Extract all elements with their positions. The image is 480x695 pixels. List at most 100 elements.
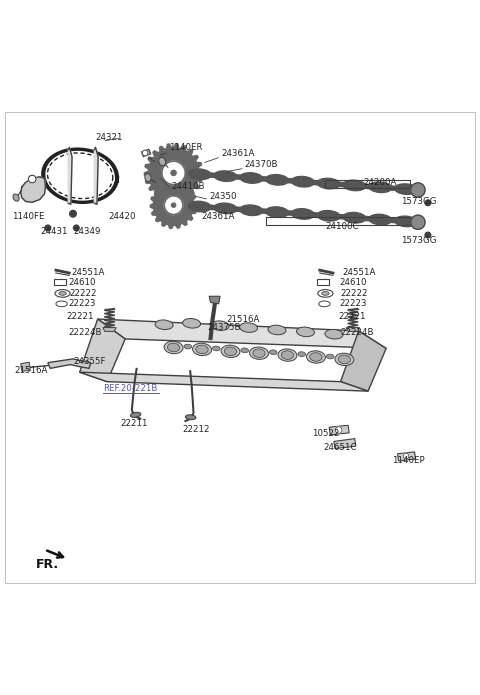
Polygon shape [150, 182, 197, 229]
Ellipse shape [278, 349, 297, 361]
Text: 1140ER: 1140ER [169, 142, 203, 152]
Ellipse shape [335, 353, 354, 366]
Ellipse shape [240, 205, 263, 215]
Text: 24375B: 24375B [208, 323, 241, 332]
Text: 24200A: 24200A [363, 178, 397, 187]
Ellipse shape [241, 348, 249, 353]
Ellipse shape [59, 291, 66, 295]
Polygon shape [341, 331, 386, 391]
Circle shape [403, 453, 409, 459]
Ellipse shape [184, 344, 192, 349]
Polygon shape [68, 147, 72, 204]
Ellipse shape [155, 320, 173, 329]
Circle shape [28, 175, 36, 183]
Ellipse shape [224, 347, 237, 356]
Ellipse shape [55, 290, 70, 297]
Text: 21516A: 21516A [227, 316, 260, 325]
Ellipse shape [310, 352, 322, 361]
Text: 1573GG: 1573GG [401, 236, 437, 245]
Text: 22221: 22221 [339, 311, 366, 320]
Text: 24361A: 24361A [201, 212, 234, 221]
Ellipse shape [317, 211, 340, 221]
Ellipse shape [168, 343, 180, 352]
Ellipse shape [250, 347, 268, 359]
Ellipse shape [214, 171, 237, 181]
Text: 1140FE: 1140FE [12, 212, 45, 221]
Circle shape [336, 427, 342, 434]
Ellipse shape [291, 208, 314, 219]
Circle shape [45, 225, 51, 231]
Polygon shape [144, 144, 203, 202]
Text: 24350: 24350 [209, 192, 237, 201]
Circle shape [425, 200, 431, 206]
Text: 22221: 22221 [67, 311, 95, 320]
Text: 24361A: 24361A [221, 149, 254, 158]
Ellipse shape [322, 291, 329, 295]
Circle shape [164, 196, 183, 215]
Ellipse shape [188, 169, 211, 179]
Ellipse shape [164, 341, 183, 354]
Ellipse shape [240, 173, 263, 183]
Text: 22212: 22212 [182, 425, 210, 434]
Ellipse shape [306, 351, 325, 363]
Text: 22211: 22211 [120, 419, 148, 428]
Ellipse shape [214, 203, 237, 213]
Ellipse shape [240, 322, 258, 332]
Circle shape [162, 161, 185, 185]
Polygon shape [329, 425, 349, 435]
Ellipse shape [188, 202, 211, 212]
Circle shape [411, 215, 425, 229]
Circle shape [142, 150, 148, 156]
Text: 24610: 24610 [340, 277, 367, 286]
Text: 21516A: 21516A [14, 366, 48, 375]
Ellipse shape [56, 301, 67, 306]
Circle shape [73, 225, 79, 231]
Ellipse shape [325, 329, 343, 339]
Polygon shape [209, 296, 220, 304]
Polygon shape [334, 439, 356, 448]
Ellipse shape [182, 318, 201, 328]
Ellipse shape [13, 194, 19, 201]
Ellipse shape [192, 343, 212, 356]
Text: 24321: 24321 [96, 133, 123, 142]
Text: 24420: 24420 [108, 212, 136, 221]
Text: 10522: 10522 [312, 430, 340, 439]
Circle shape [70, 211, 76, 217]
Text: 24370B: 24370B [245, 161, 278, 170]
Ellipse shape [159, 157, 166, 165]
Polygon shape [95, 147, 98, 204]
Ellipse shape [326, 354, 334, 359]
Polygon shape [103, 327, 116, 332]
Text: 24355F: 24355F [73, 357, 106, 366]
Text: 24651C: 24651C [323, 443, 357, 452]
Ellipse shape [395, 184, 418, 195]
Text: 22222: 22222 [341, 289, 368, 298]
Ellipse shape [395, 216, 418, 227]
Text: 22223: 22223 [68, 300, 96, 309]
Circle shape [171, 170, 176, 176]
Ellipse shape [338, 355, 350, 363]
Ellipse shape [131, 412, 141, 418]
Text: 22222: 22222 [69, 289, 96, 298]
Ellipse shape [319, 301, 330, 306]
Polygon shape [48, 359, 91, 368]
Polygon shape [80, 372, 368, 391]
FancyBboxPatch shape [54, 279, 66, 285]
Text: 24610: 24610 [68, 277, 96, 286]
Ellipse shape [266, 174, 288, 185]
Ellipse shape [291, 177, 314, 187]
Text: FR.: FR. [36, 558, 59, 571]
Text: 24551A: 24551A [342, 268, 375, 277]
Ellipse shape [269, 350, 277, 354]
Ellipse shape [318, 290, 333, 297]
Text: REF.20-221B: REF.20-221B [103, 384, 158, 393]
Ellipse shape [211, 321, 229, 330]
Text: 24431: 24431 [41, 227, 68, 236]
FancyBboxPatch shape [317, 279, 329, 285]
Ellipse shape [196, 345, 208, 354]
Ellipse shape [343, 180, 366, 190]
Text: 1140EP: 1140EP [392, 456, 424, 465]
Ellipse shape [253, 349, 265, 357]
Polygon shape [80, 319, 125, 382]
Text: 1573GG: 1573GG [401, 197, 437, 206]
